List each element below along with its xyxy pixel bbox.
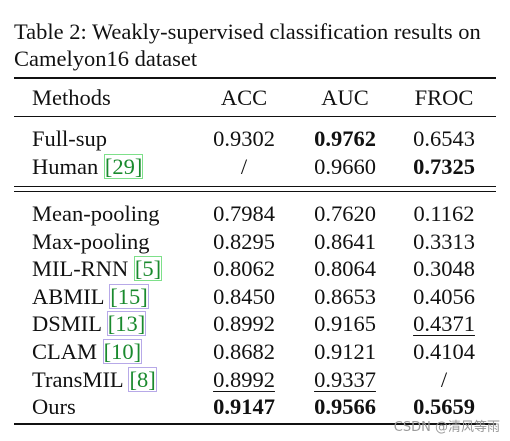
method-cell: DSMIL [13] (32, 310, 147, 337)
froc-value: 0.7325 (413, 154, 475, 179)
method-cell: ABMIL [15] (32, 283, 149, 310)
method-name: Max-pooling (32, 228, 150, 254)
citation-number: 29 (112, 154, 135, 179)
auc-value: 0.8641 (314, 228, 376, 254)
double-rule-bottom (14, 191, 496, 192)
table-row: ABMIL [15] 0.8450 0.8653 0.4056 (0, 283, 510, 310)
auc-value: 0.9566 (314, 394, 376, 420)
auc-value: 0.8653 (314, 283, 376, 309)
method-name: Full-sup (32, 126, 108, 151)
auc-value: 0.9660 (314, 154, 376, 179)
acc-value: 0.8992 (213, 311, 275, 337)
acc-value: 0.8682 (213, 339, 275, 364)
acc-value: 0.7984 (213, 201, 275, 226)
table-row: Max-pooling 0.8295 0.8641 0.3313 (0, 228, 510, 255)
bottom-rule (14, 423, 496, 425)
method-name: MIL-RNN (32, 256, 129, 282)
auc-value: 0.9121 (314, 339, 376, 364)
citation-link[interactable]: [10] (102, 339, 143, 364)
double-rule-top (14, 186, 496, 187)
table-row: Full-sup 0.9302 0.9762 0.6543 (0, 125, 510, 152)
method-name: Ours (32, 394, 76, 420)
auc-value: 0.9165 (314, 311, 376, 337)
header-acc: ACC (220, 85, 268, 110)
froc-value: 0.1162 (413, 201, 475, 226)
auc-value: 0.7620 (314, 201, 376, 226)
citation-number: 13 (115, 311, 138, 337)
method-name: Mean-pooling (32, 201, 160, 226)
method-cell: Ours (32, 393, 76, 420)
citation-link[interactable]: [15] (109, 283, 149, 309)
acc-value: 0.8295 (213, 228, 275, 254)
citation-link[interactable]: [8] (128, 366, 157, 392)
acc-value: 0.8062 (213, 256, 275, 282)
froc-value: 0.4371 (413, 311, 475, 337)
method-name: ABMIL (32, 283, 104, 309)
method-name: Human (32, 154, 99, 179)
auc-value: 0.8064 (314, 256, 376, 282)
header-rule (14, 116, 496, 117)
table-row: Human [29] / 0.9660 0.7325 (0, 153, 510, 180)
table-row: CLAM [10] 0.8682 0.9121 0.4104 (0, 338, 510, 365)
header-auc: AUC (321, 85, 369, 110)
method-cell: Max-pooling (32, 228, 150, 255)
table-caption: Table 2: Weakly-supervised classificatio… (14, 19, 481, 71)
table-row: TransMIL [8] 0.8992 0.9337 / (0, 366, 510, 393)
auc-value: 0.9762 (314, 126, 376, 151)
table-row: Mean-pooling 0.7984 0.7620 0.1162 (0, 200, 510, 227)
method-cell: MIL-RNN [5] (32, 255, 163, 282)
citation-number: 8 (136, 366, 149, 392)
method-cell: Human [29] (32, 153, 144, 180)
acc-value: 0.9302 (213, 126, 275, 151)
acc-value: / (240, 154, 248, 179)
citation-link[interactable]: [29] (103, 154, 144, 179)
froc-value: 0.5659 (413, 394, 475, 420)
acc-value: 0.8992 (213, 366, 275, 392)
citation-number: 15 (117, 283, 141, 309)
method-cell: Mean-pooling (32, 200, 159, 227)
acc-value: 0.9147 (213, 394, 275, 420)
header-row: Methods ACC AUC FROC (0, 84, 510, 111)
method-cell: Full-sup (32, 125, 107, 152)
table-row: Ours 0.9147 0.9566 0.5659 (0, 393, 510, 420)
method-cell: CLAM [10] (32, 338, 143, 365)
froc-value: 0.3048 (413, 256, 475, 282)
method-name: DSMIL (32, 311, 102, 337)
citation-link[interactable]: [5] (133, 256, 163, 282)
acc-value: 0.8450 (213, 283, 275, 309)
header-froc: FROC (414, 85, 474, 110)
method-name: CLAM (32, 339, 98, 364)
froc-value: 0.6543 (413, 126, 475, 151)
table-row: DSMIL [13] 0.8992 0.9165 0.4371 (0, 310, 510, 337)
method-name: TransMIL (32, 366, 123, 392)
froc-value: 0.3313 (413, 228, 475, 254)
header-methods: Methods (32, 85, 111, 110)
froc-value: 0.4104 (413, 339, 475, 364)
watermark: CSDN @清风等雨 (393, 420, 500, 435)
citation-number: 5 (142, 256, 154, 282)
citation-link[interactable]: [13] (106, 311, 147, 337)
method-cell: TransMIL [8] (32, 366, 157, 393)
froc-value: 0.4056 (413, 283, 475, 309)
froc-value: / (440, 366, 448, 392)
top-rule (14, 77, 496, 79)
auc-value: 0.9337 (314, 366, 376, 392)
table-row: MIL-RNN [5] 0.8062 0.8064 0.3048 (0, 255, 510, 282)
citation-number: 10 (111, 339, 134, 364)
